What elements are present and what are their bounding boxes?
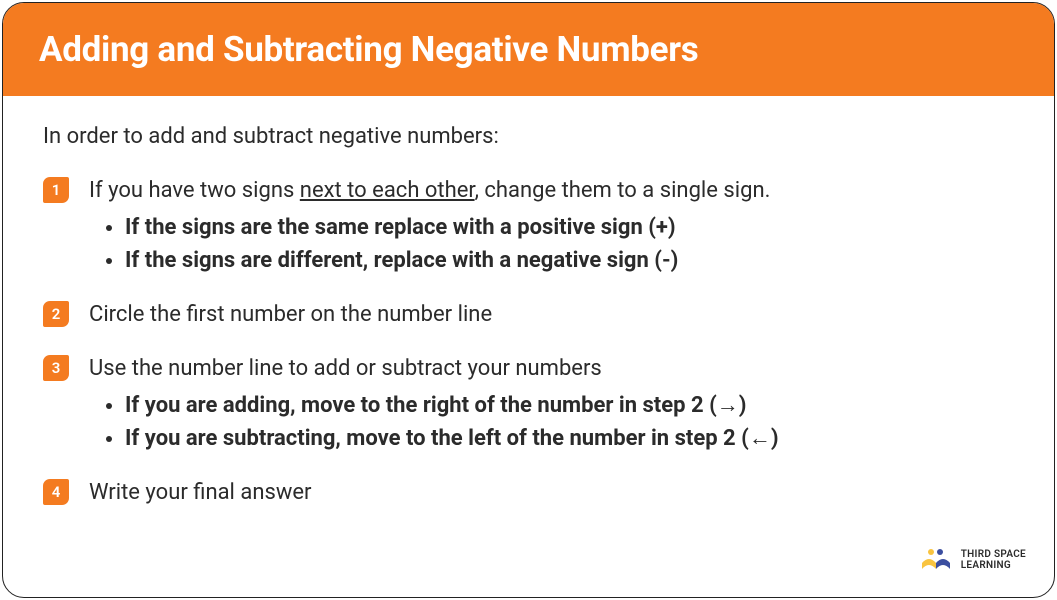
info-card: Adding and Subtracting Negative Numbers … [2, 2, 1055, 598]
step-bullet: If you are subtracting, move to the left… [125, 422, 1014, 455]
step-text-pre: If you have two signs [89, 178, 300, 203]
step-bullet: If the signs are the same replace with a… [125, 211, 1014, 244]
step-text: Write your final answer [89, 480, 312, 505]
logo-icon [919, 547, 953, 573]
step-text-post: , change them to a single sign. [475, 178, 771, 203]
step-body: Use the number line to add or subtract y… [89, 353, 1014, 455]
brand-logo: THIRD SPACE LEARNING [919, 547, 1026, 573]
step-sublist: If the signs are the same replace with a… [89, 211, 1014, 277]
step-text: Circle the first number on the number li… [89, 302, 492, 327]
step-badge: 3 [43, 355, 69, 381]
logo-line1: THIRD SPACE [961, 549, 1026, 561]
logo-line2: LEARNING [961, 560, 1026, 572]
intro-text: In order to add and subtract negative nu… [43, 124, 1014, 149]
step-bullet: If you are adding, move to the right of … [125, 389, 1014, 422]
step-bullet: If the signs are different, replace with… [125, 244, 1014, 277]
step-body: If you have two signs next to each other… [89, 175, 1014, 277]
step-badge: 4 [43, 479, 69, 505]
step-badge: 1 [43, 177, 69, 203]
logo-text: THIRD SPACE LEARNING [961, 549, 1026, 572]
page-title: Adding and Subtracting Negative Numbers [39, 29, 1018, 70]
step-item: 2 Circle the first number on the number … [43, 299, 1014, 331]
step-item: 4 Write your final answer [43, 477, 1014, 509]
step-sublist: If you are adding, move to the right of … [89, 389, 1014, 455]
step-item: 1 If you have two signs next to each oth… [43, 175, 1014, 277]
card-header: Adding and Subtracting Negative Numbers [3, 3, 1054, 96]
card-content: In order to add and subtract negative nu… [3, 96, 1054, 529]
step-body: Write your final answer [89, 477, 1014, 509]
step-text: Use the number line to add or subtract y… [89, 356, 602, 381]
step-item: 3 Use the number line to add or subtract… [43, 353, 1014, 455]
step-text-underline: next to each other [300, 178, 475, 203]
step-body: Circle the first number on the number li… [89, 299, 1014, 331]
step-badge: 2 [43, 301, 69, 327]
